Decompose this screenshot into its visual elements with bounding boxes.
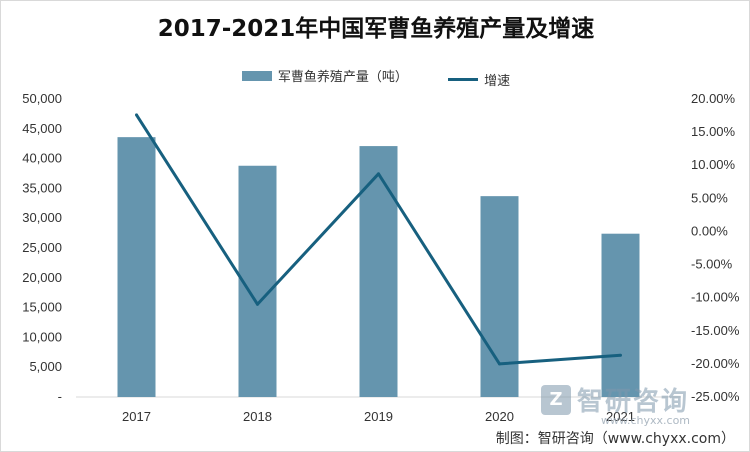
watermark-url: www.chyxx.com (601, 414, 691, 427)
legend-item-production: 军曹鱼养殖产量（吨） (241, 66, 408, 85)
y-right-tick-label: -20.00% (691, 356, 740, 371)
growth-point-2020 (498, 362, 501, 366)
y-left-tick-label: 45,000 (22, 121, 62, 136)
growth-point-2021 (619, 353, 622, 357)
y-right-tick-label: 0.00% (691, 223, 728, 238)
legend-bar-swatch (241, 70, 272, 81)
y-left-tick-label: 5,000 (29, 359, 62, 374)
legend-label-growth: 增速 (484, 73, 511, 89)
y-right-tick-label: 20.00% (691, 91, 736, 106)
y-right-tick-label: 5.00% (691, 190, 728, 205)
chart-legend: 军曹鱼养殖产量（吨） 增速 (1, 66, 749, 89)
y-right-tick-label: -10.00% (691, 290, 740, 305)
y-right-tick-label: -15.00% (691, 323, 740, 338)
bar-2019 (359, 146, 398, 397)
y-left-tick-label: 35,000 (22, 180, 62, 195)
y-left-tick-label: 10,000 (22, 329, 62, 344)
y-left-tick-label: 15,000 (22, 300, 62, 315)
y-left-tick-label: 50,000 (22, 91, 62, 106)
y-right-tick-label: -25.00% (691, 389, 740, 404)
x-tick-label: 2018 (243, 409, 272, 424)
x-tick-label: 2021 (606, 409, 635, 424)
bar-2021 (601, 233, 640, 397)
source-note: 制图：智研咨询（www.chyxx.com） (495, 431, 735, 447)
legend-item-growth: 增速 (448, 70, 510, 89)
growth-point-2019 (377, 172, 380, 176)
watermark-text: 智研咨询 (577, 387, 690, 417)
x-tick-label: 2017 (122, 409, 151, 424)
y-right-tick-label: 10.00% (691, 157, 736, 172)
x-tick-label: 2019 (364, 409, 393, 424)
y-right-tick-label: 15.00% (691, 124, 736, 139)
y-left-tick-label: - (58, 389, 62, 404)
y-left-tick-label: 40,000 (22, 151, 62, 166)
bar-2017 (117, 137, 156, 398)
y-left-tick-label: 30,000 (22, 210, 62, 225)
growth-point-2017 (135, 113, 138, 117)
y-right-tick-label: -5.00% (691, 257, 733, 272)
watermark: Z 智研咨询 (541, 381, 689, 418)
chart-title: 2017-2021年中国军曹鱼养殖产量及增速 (157, 16, 595, 42)
bar-2018 (238, 165, 277, 397)
legend-label-production: 军曹鱼养殖产量（吨） (277, 70, 408, 85)
y-left-tick-label: 25,000 (22, 240, 62, 255)
y-left-tick-label: 20,000 (22, 270, 62, 285)
bar-2020 (480, 196, 519, 397)
growth-point-2018 (256, 302, 259, 306)
legend-line-swatch (448, 77, 479, 81)
zhiyan-logo-icon: Z (541, 384, 571, 415)
x-tick-label: 2020 (485, 409, 514, 424)
